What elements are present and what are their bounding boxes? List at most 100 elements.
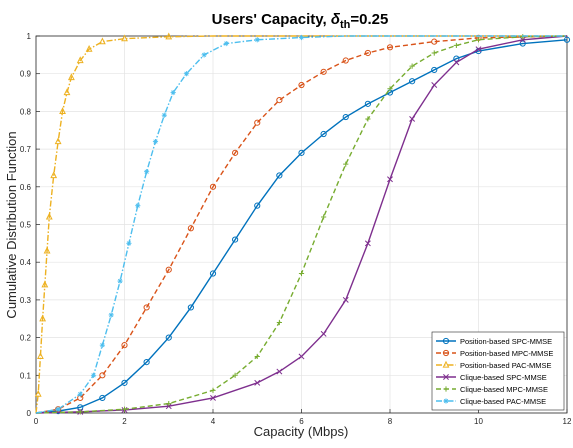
data-point <box>276 368 283 375</box>
data-point <box>143 359 150 366</box>
data-point <box>298 353 305 360</box>
y-axis-label: Cumulative Distribution Function <box>4 131 19 318</box>
data-point <box>108 312 114 318</box>
series-5 <box>35 34 568 415</box>
y-tick-label: 0.3 <box>20 296 32 305</box>
data-point <box>342 296 349 303</box>
data-point <box>63 88 71 96</box>
y-tick-label: 0.5 <box>20 221 32 230</box>
legend-box <box>431 331 565 411</box>
y-tick-label: 0.9 <box>20 70 32 79</box>
series-line <box>35 35 567 414</box>
series-3 <box>34 32 567 414</box>
data-point <box>254 353 260 360</box>
data-point <box>431 82 438 88</box>
legend: Position-based SPC-MMSE Position-based MP… <box>431 331 565 411</box>
data-point <box>99 342 105 348</box>
series-6 <box>35 34 567 414</box>
data-point <box>210 394 216 401</box>
data-point <box>45 212 53 220</box>
y-tick-label: 0.4 <box>20 258 32 267</box>
data-point <box>254 37 260 43</box>
data-point <box>37 352 44 360</box>
data-point <box>39 314 47 322</box>
data-point <box>99 394 106 402</box>
y-tick-label: 0 <box>27 409 32 418</box>
legend-marker <box>442 337 450 345</box>
data-point <box>298 81 305 89</box>
data-point <box>77 409 83 415</box>
series-2 <box>35 34 568 414</box>
data-point <box>453 59 460 66</box>
data-point <box>209 183 217 190</box>
legend-label: Position-based PAC-MMSE <box>460 361 552 370</box>
y-tick-label: 0.7 <box>20 145 32 154</box>
data-point <box>126 240 132 246</box>
data-point <box>520 34 526 40</box>
data-point <box>254 119 261 126</box>
data-point <box>276 172 283 179</box>
data-point <box>431 66 438 74</box>
data-point <box>276 96 283 104</box>
data-point <box>165 266 172 273</box>
series-lines <box>34 32 571 415</box>
data-point <box>342 113 349 121</box>
data-point <box>321 214 327 220</box>
data-point <box>386 44 394 51</box>
x-tick-label: 0 <box>34 417 39 426</box>
data-point <box>50 171 58 179</box>
data-point <box>76 56 84 64</box>
data-point <box>320 130 327 138</box>
data-point <box>67 73 75 81</box>
data-point <box>342 57 349 64</box>
data-point <box>232 372 238 378</box>
data-point <box>59 107 66 114</box>
data-point <box>232 149 239 156</box>
series-line <box>35 39 568 414</box>
legend-label: Clique-based MPC-MMSE <box>460 385 548 394</box>
x-axis-label: Capacity (Mbps) <box>254 424 349 439</box>
data-point <box>563 36 571 43</box>
data-point <box>409 115 416 122</box>
data-point <box>223 40 229 47</box>
y-tick-label: 0.8 <box>20 107 32 116</box>
data-point <box>55 406 61 412</box>
data-point <box>254 379 261 386</box>
x-tick-label: 6 <box>299 417 304 426</box>
data-point <box>135 203 141 209</box>
legend-label: Clique-based PAC-MMSE <box>460 397 546 406</box>
legend-marker <box>443 398 449 404</box>
data-point <box>85 44 93 52</box>
data-point <box>98 37 106 45</box>
data-point <box>166 400 172 407</box>
legend-label: Clique-based SPC-MMSE <box>460 373 547 382</box>
legend-marker <box>443 374 449 380</box>
data-point <box>343 161 349 167</box>
series-line <box>35 35 567 414</box>
series-line <box>35 35 568 414</box>
data-point <box>364 100 371 107</box>
data-point <box>298 149 305 156</box>
y-tick-label: 0.6 <box>20 183 32 192</box>
data-point <box>387 86 393 92</box>
title-tail: =0.25 <box>350 11 388 28</box>
chart-title: Users' Capacity, δth=0.25 <box>212 11 389 31</box>
data-point <box>254 202 261 209</box>
data-point <box>519 36 526 43</box>
data-point <box>165 334 172 341</box>
legend-label: Position-based MPC-MMSE <box>460 349 553 358</box>
data-point <box>298 34 305 41</box>
data-point <box>475 46 482 53</box>
data-point <box>54 137 62 145</box>
data-point <box>453 55 460 62</box>
data-point <box>431 38 438 45</box>
data-point <box>99 372 106 379</box>
data-point <box>387 176 393 183</box>
series-line <box>35 35 568 414</box>
legend-marker <box>442 349 450 357</box>
data-point <box>209 270 217 277</box>
legend-marker <box>443 386 449 392</box>
data-point <box>165 32 173 40</box>
data-point <box>90 372 97 378</box>
